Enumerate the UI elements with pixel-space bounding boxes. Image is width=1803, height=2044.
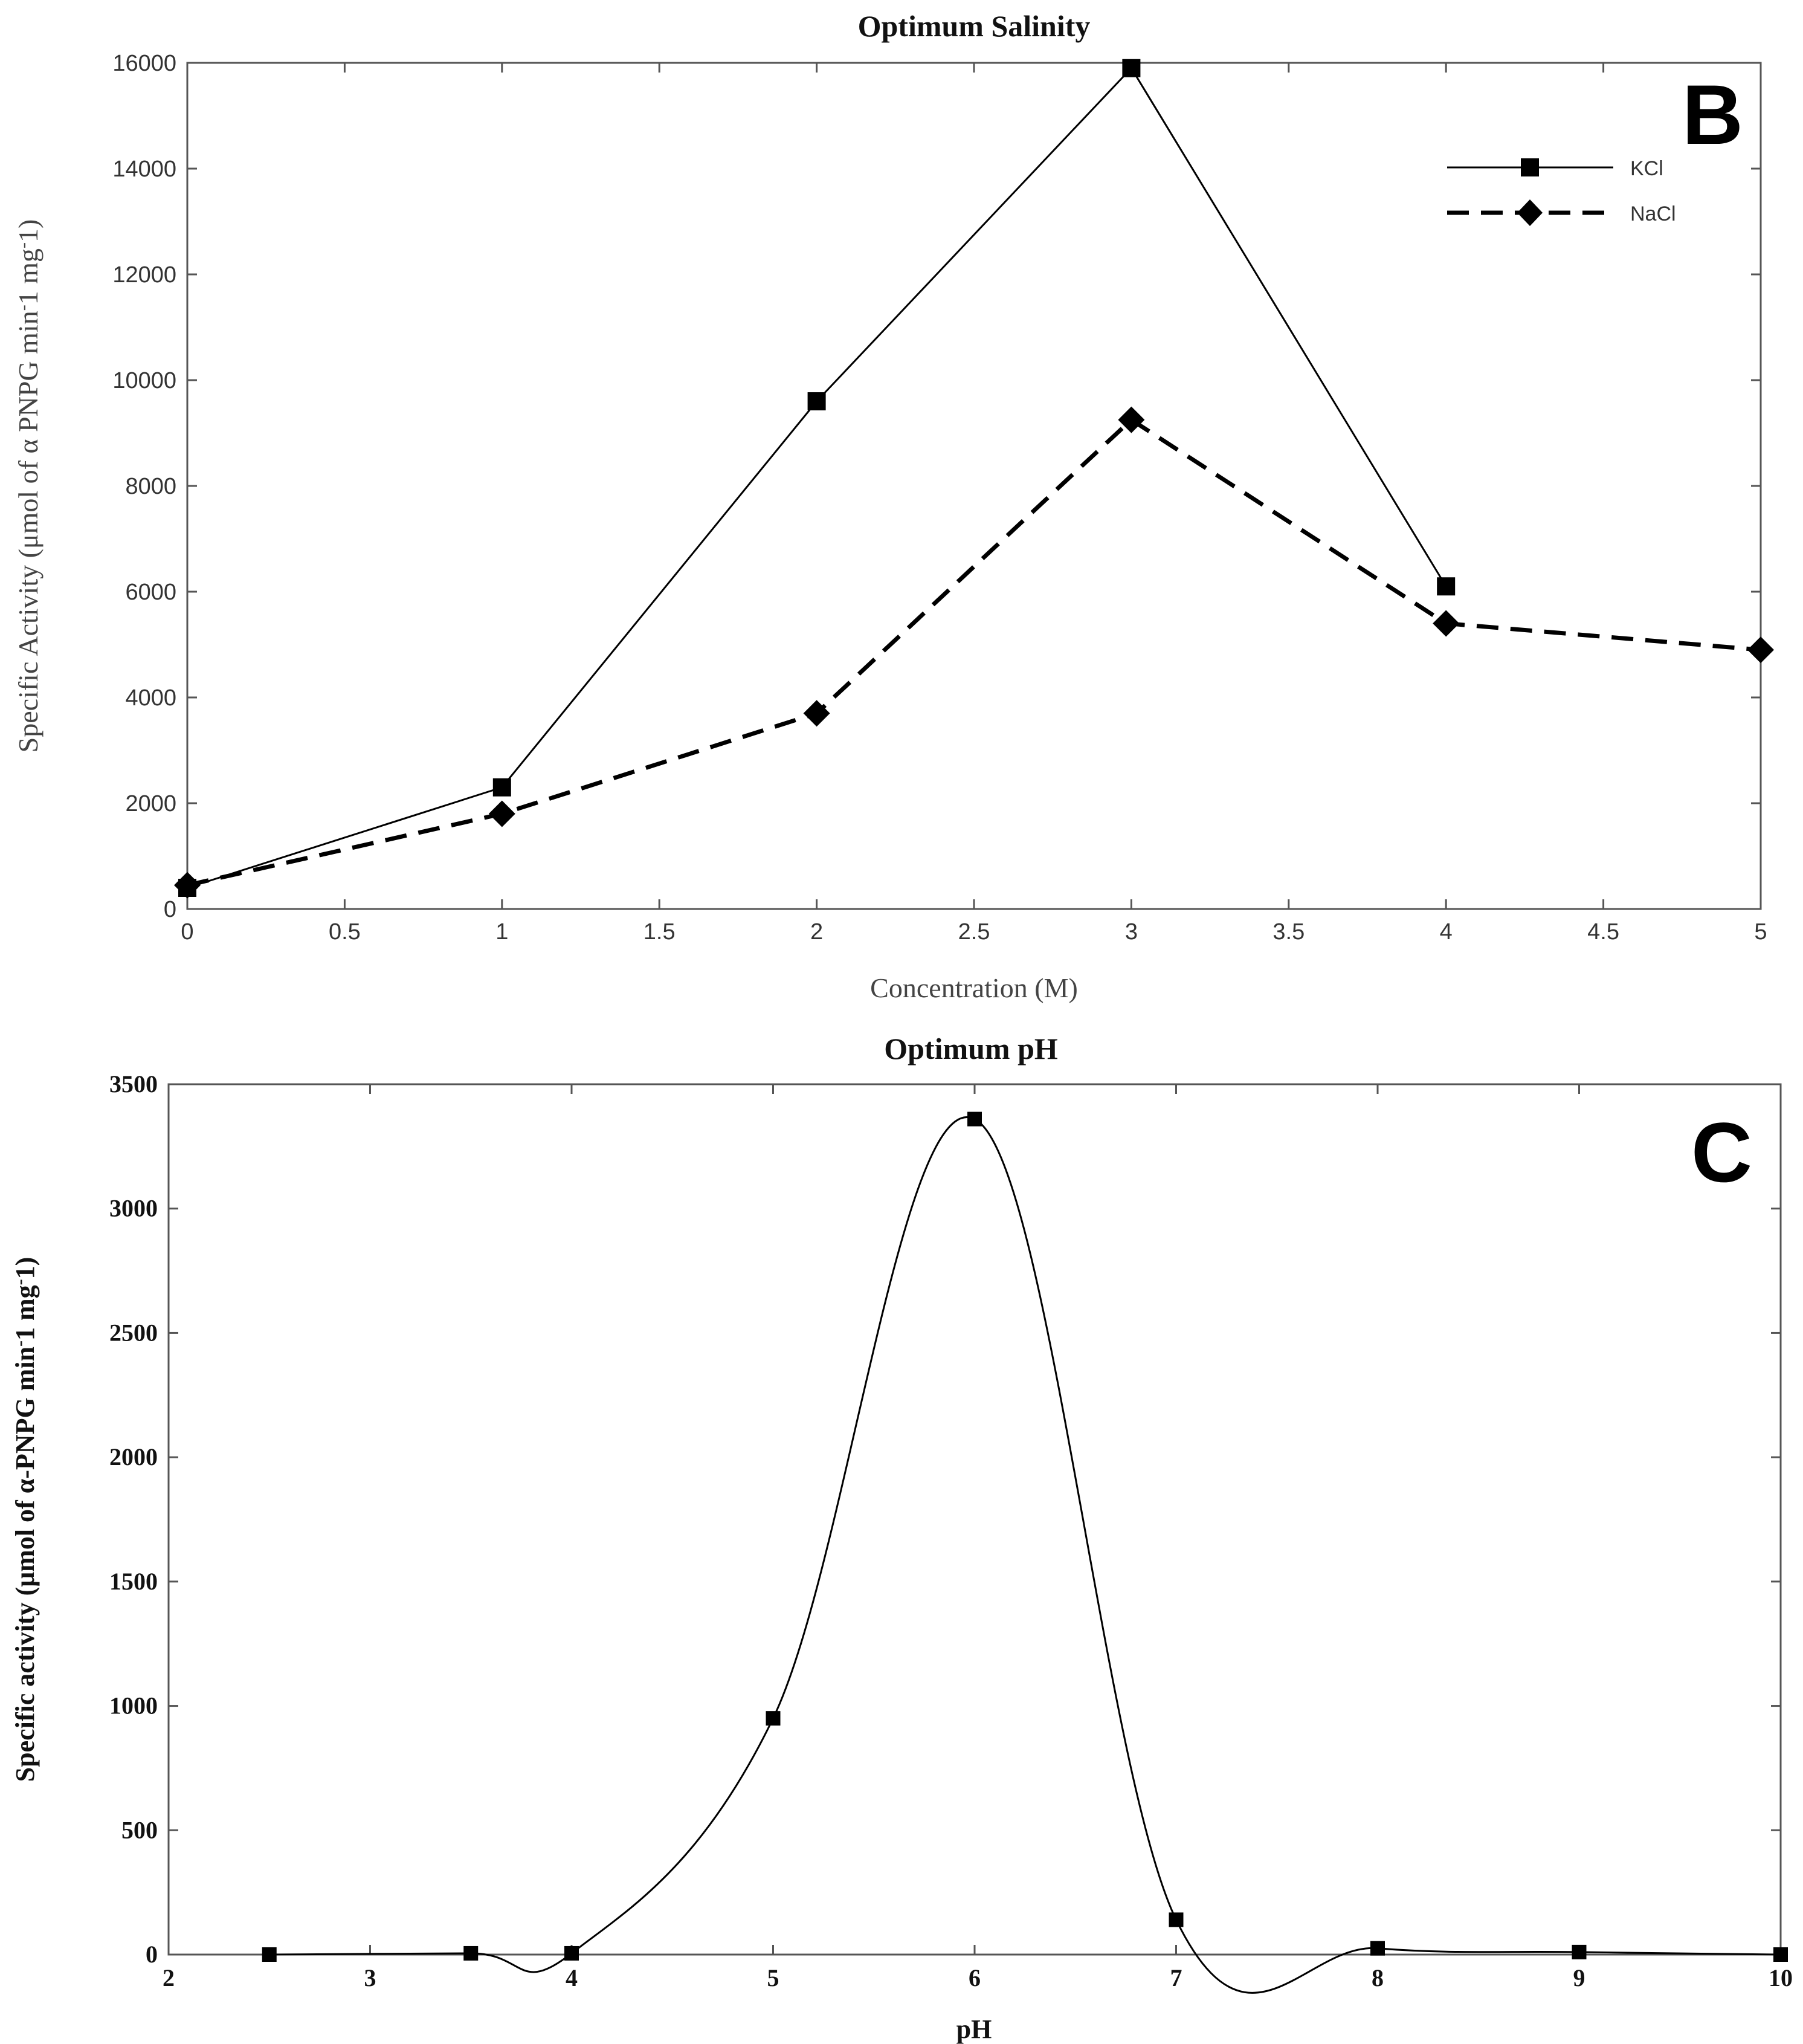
- series-ph-activity-point-5: [766, 1711, 781, 1726]
- panel-c-y-axis-label-sup2: -: [10, 1279, 30, 1285]
- x-tick-label-10: 10: [1769, 1964, 1793, 1991]
- x-tick-label-6: 6: [969, 1964, 981, 1991]
- legend-kcl-label: KCl: [1630, 157, 1663, 180]
- series-ph-activity-point-2.5: [262, 1947, 277, 1962]
- x-tick-label-0.5: 0.5: [329, 919, 361, 945]
- series-kcl-point-2: [807, 392, 826, 410]
- series-kcl-point-1: [492, 778, 511, 797]
- panel-b-y-axis-label-text: Specific Activity (μmol of α PNPG min: [13, 311, 44, 752]
- x-tick-label-0: 0: [181, 919, 193, 945]
- x-tick-label-4: 4: [1440, 919, 1453, 945]
- panel-b-legend: KCl NaCl: [1447, 157, 1676, 226]
- y-tick-label-8000: 8000: [125, 474, 176, 499]
- y-tick-label-3500: 3500: [109, 1070, 158, 1098]
- panel-c-x-axis-label: pH: [956, 2014, 992, 2044]
- panel-c-y-ticks: 0 500 1000 1500 2000 2500 3000 3500: [109, 1070, 1781, 1968]
- x-tick-label-2: 2: [163, 1964, 175, 1991]
- panel-c-series: [262, 1111, 1788, 1994]
- series-ph-activity-point-4: [564, 1945, 579, 1961]
- panel-c-plot-frame: [167, 1083, 1782, 1956]
- x-tick-label-1.5: 1.5: [643, 919, 676, 945]
- x-tick-label-5: 5: [767, 1964, 779, 1991]
- y-tick-label-16000: 16000: [112, 51, 176, 76]
- y-tick-label-14000: 14000: [112, 157, 176, 182]
- x-tick-label-3: 3: [1125, 919, 1138, 945]
- y-tick-label-1000: 1000: [109, 1692, 158, 1719]
- panel-c-title: Optimum pH: [884, 1032, 1058, 1066]
- panel-b-series: [174, 59, 1774, 899]
- x-tick-label-5: 5: [1754, 919, 1767, 945]
- series-nacl-line: [187, 417, 1761, 888]
- panel-b-letter: B: [1682, 67, 1743, 162]
- panel-c-y-axis-label-text: Specific activity (μmol of α-PNPG min: [10, 1347, 40, 1782]
- series-ph-activity-line: [269, 1116, 1781, 1994]
- panel-c-x-ticks: 2 3 4 5 6 7 8 9 10: [163, 1084, 1793, 1991]
- series-kcl-point-4: [1437, 577, 1456, 596]
- y-tick-label-1500: 1500: [109, 1568, 158, 1595]
- x-tick-label-3: 3: [364, 1964, 376, 1991]
- x-tick-label-1: 1: [495, 919, 508, 945]
- y-tick-label-0: 0: [164, 897, 176, 922]
- panel-b-x-axis-label: Concentration (M): [870, 972, 1078, 1003]
- y-tick-label-2500: 2500: [109, 1319, 158, 1346]
- series-nacl-point-0: [174, 872, 201, 899]
- x-tick-label-8: 8: [1372, 1964, 1384, 1991]
- series-ph-activity-point-9: [1572, 1944, 1587, 1959]
- panel-c-y-axis-label-unit: 1 mg: [10, 1285, 40, 1341]
- panel-b-y-axis-label-sup2: -: [13, 242, 33, 248]
- x-tick-label-3.5: 3.5: [1272, 919, 1305, 945]
- y-tick-label-0: 0: [146, 1941, 158, 1968]
- panel-b-y-axis-label-end: 1): [13, 219, 44, 242]
- x-tick-label-2.5: 2.5: [958, 919, 990, 945]
- panel-c-y-axis-label-sup1: -: [10, 1341, 30, 1347]
- y-tick-label-12000: 12000: [112, 262, 176, 288]
- y-tick-label-4000: 4000: [125, 685, 176, 711]
- series-ph-activity-point-7: [1169, 1912, 1184, 1927]
- series-ph-activity-point-6: [967, 1111, 982, 1127]
- y-tick-label-500: 500: [121, 1816, 158, 1843]
- panel-b-x-ticks: 0 0.5 1 1.5 2 2.5 3 3.5 4 4.5 5: [181, 63, 1767, 945]
- legend-nacl-label: NaCl: [1630, 202, 1676, 225]
- x-tick-label-4: 4: [566, 1964, 578, 1991]
- panel-b-title: Optimum Salinity: [858, 9, 1091, 43]
- series-kcl-point-3: [1122, 59, 1141, 77]
- series-kcl-line: [187, 66, 1447, 889]
- series-nacl-point-2: [803, 700, 830, 727]
- x-tick-label-7: 7: [1170, 1964, 1182, 1991]
- series-nacl-point-5: [1747, 636, 1774, 664]
- series-nacl-point-4: [1433, 610, 1460, 637]
- y-tick-label-2000: 2000: [109, 1443, 158, 1470]
- y-tick-label-3000: 3000: [109, 1195, 158, 1222]
- panel-b-y-axis-label-unit: 1 mg: [13, 248, 44, 305]
- panel-c: Optimum pH 2 3 4 5 6 7 8 9 10 0 500 1000 1500 2000 25…: [10, 1032, 1793, 2044]
- panel-b: Optimum Salinity 0 0.5 1 1.5 2 2.5 3 3.5 4 4.5 5 0…: [13, 9, 1774, 1003]
- panel-b-plot-frame: [186, 62, 1762, 910]
- y-tick-label-10000: 10000: [112, 368, 176, 393]
- panel-c-y-axis-label-end: 1): [10, 1257, 40, 1279]
- x-tick-label-9: 9: [1573, 1964, 1585, 1991]
- legend-nacl-marker: [1517, 199, 1543, 226]
- panel-b-y-axis-label-sup1: -: [13, 305, 33, 311]
- panel-b-y-axis-label: Specific Activity (μmol of α PNPG min-1 …: [13, 219, 44, 753]
- panel-b-y-ticks: 0 2000 4000 6000 8000 10000 12000 14000 16000: [112, 51, 1761, 922]
- legend-kcl-marker: [1521, 158, 1539, 176]
- x-tick-label-2: 2: [810, 919, 823, 945]
- panel-c-y-axis-label: Specific activity (μmol of α-PNPG min-1 …: [10, 1257, 40, 1782]
- series-ph-activity-point-8: [1370, 1941, 1385, 1956]
- x-tick-label-4.5: 4.5: [1587, 919, 1619, 945]
- y-tick-label-2000: 2000: [125, 791, 176, 817]
- y-tick-label-6000: 6000: [125, 580, 176, 605]
- series-nacl-point-1: [488, 800, 515, 827]
- panel-c-letter: C: [1691, 1105, 1752, 1200]
- series-nacl-point-3: [1118, 406, 1145, 433]
- series-ph-activity-point-3.5: [463, 1945, 479, 1961]
- series-ph-activity-point-10: [1773, 1947, 1788, 1962]
